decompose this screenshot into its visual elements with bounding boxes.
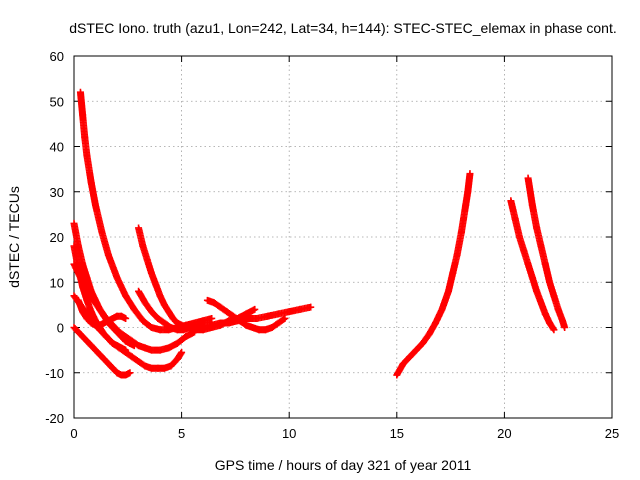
data-point <box>307 303 315 311</box>
x-tick-label: 15 <box>390 426 404 441</box>
series-7 <box>74 296 130 329</box>
data-point <box>281 314 289 322</box>
y-tick-label: 50 <box>50 94 64 109</box>
series-9 <box>135 287 315 334</box>
series-10 <box>203 296 289 334</box>
x-axis-label: GPS time / hours of day 321 of year 2011 <box>215 457 472 473</box>
plot-frame <box>73 55 613 419</box>
y-tick-label: 60 <box>50 49 64 64</box>
axis-ticks: 0 5 10 15 20 25 -20 -10 0 10 20 30 40 50 60 <box>45 49 619 441</box>
series-11 <box>393 170 474 379</box>
data-point <box>561 324 569 331</box>
y-tick-label: -10 <box>45 366 64 381</box>
data-point <box>178 348 186 356</box>
y-tick-label: -20 <box>45 411 64 426</box>
y-tick-label: 0 <box>57 321 64 336</box>
x-tick-label: 20 <box>497 426 511 441</box>
data-points <box>70 88 569 379</box>
grid-lines <box>74 56 612 418</box>
series-6 <box>70 324 134 379</box>
y-tick-label: 10 <box>50 275 64 290</box>
series-12 <box>507 197 558 334</box>
data-point <box>280 315 288 323</box>
data-point <box>466 170 474 178</box>
y-tick-label: 40 <box>50 140 64 155</box>
series-1 <box>76 88 216 334</box>
x-tick-label: 25 <box>605 426 619 441</box>
x-tick-label: 5 <box>178 426 185 441</box>
data-point <box>550 326 558 334</box>
y-axis-label: dSTEC / TECUs <box>6 186 22 288</box>
x-tick-label: 0 <box>70 426 77 441</box>
data-point <box>122 314 130 322</box>
series-4 <box>70 260 199 354</box>
y-tick-label: 20 <box>50 230 64 245</box>
series-13 <box>524 174 569 331</box>
data-point <box>208 314 216 322</box>
data-point <box>126 369 134 377</box>
chart-title: dSTEC Iono. truth (azu1, Lon=242, Lat=34… <box>69 20 616 36</box>
x-tick-label: 10 <box>282 426 296 441</box>
data-point <box>251 305 259 313</box>
y-tick-label: 30 <box>50 185 64 200</box>
